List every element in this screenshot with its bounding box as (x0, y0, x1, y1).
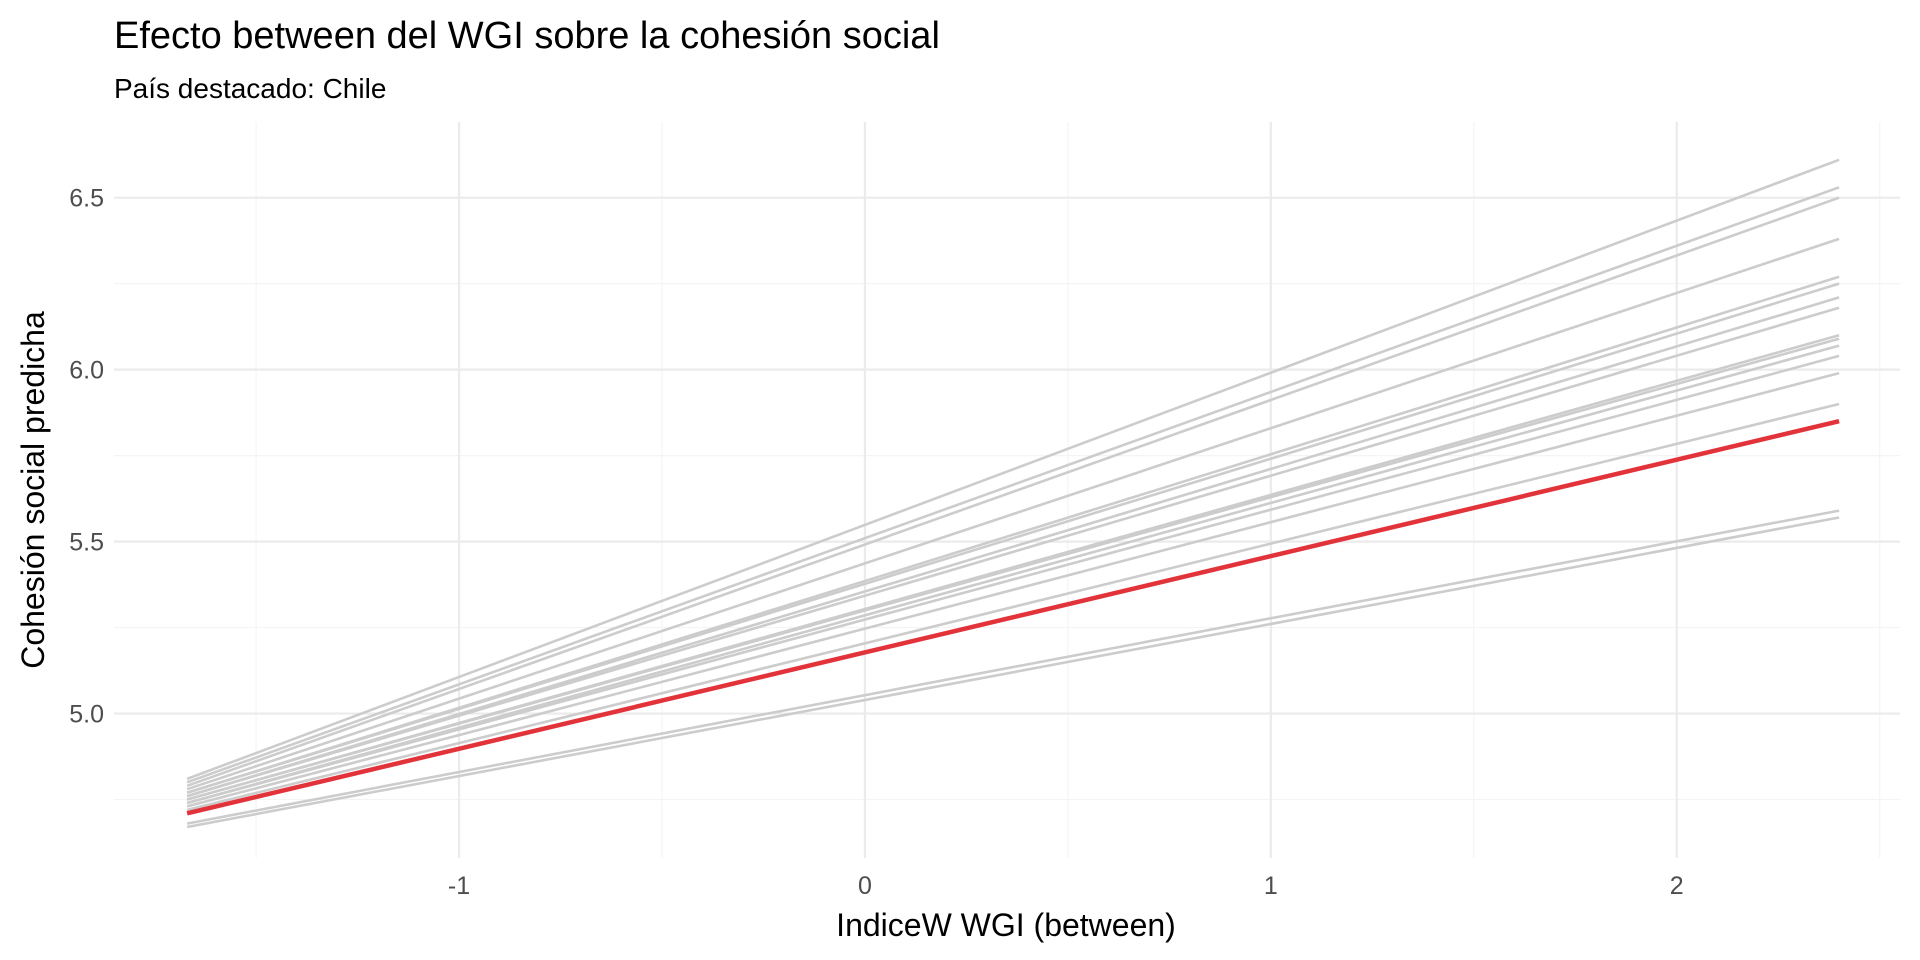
country-line (186, 306, 1840, 798)
x-tick-label: 0 (858, 872, 872, 900)
country-line (186, 354, 1840, 805)
x-axis-title: IndiceW WGI (between) (836, 907, 1176, 943)
country-line (186, 516, 1840, 829)
country-line (186, 371, 1840, 808)
country-line (186, 296, 1840, 798)
y-tick-label: 5.0 (69, 701, 104, 729)
x-tick-label: 2 (1670, 872, 1684, 900)
country-line (186, 282, 1840, 794)
country-line (186, 402, 1840, 812)
y-tick-label: 6.0 (69, 357, 104, 385)
y-tick-label: 6.5 (69, 185, 104, 213)
major-gridlines (114, 122, 1900, 858)
chart-title: Efecto between del WGI sobre la cohesión… (114, 15, 940, 57)
y-tick-label: 5.5 (69, 529, 104, 557)
country-line (186, 196, 1840, 788)
chart-subtitle: País destacado: Chile (114, 73, 386, 104)
country-line (186, 158, 1840, 781)
country-line (186, 509, 1840, 825)
country-line (186, 186, 1840, 784)
x-axis-tick-labels: -1 0 1 2 (448, 872, 1684, 900)
highlighted-country-line (186, 419, 1840, 816)
x-tick-label: 1 (1264, 872, 1278, 900)
y-axis-tick-labels: 5.0 5.5 6.0 6.5 (69, 185, 104, 729)
y-axis-title: Cohesión social predicha (15, 311, 51, 669)
x-tick-label: -1 (448, 872, 470, 900)
country-line (186, 337, 1840, 801)
country-line (186, 344, 1840, 805)
minor-gridlines (114, 122, 1900, 858)
series-lines (186, 158, 1840, 829)
country-line (186, 237, 1840, 791)
